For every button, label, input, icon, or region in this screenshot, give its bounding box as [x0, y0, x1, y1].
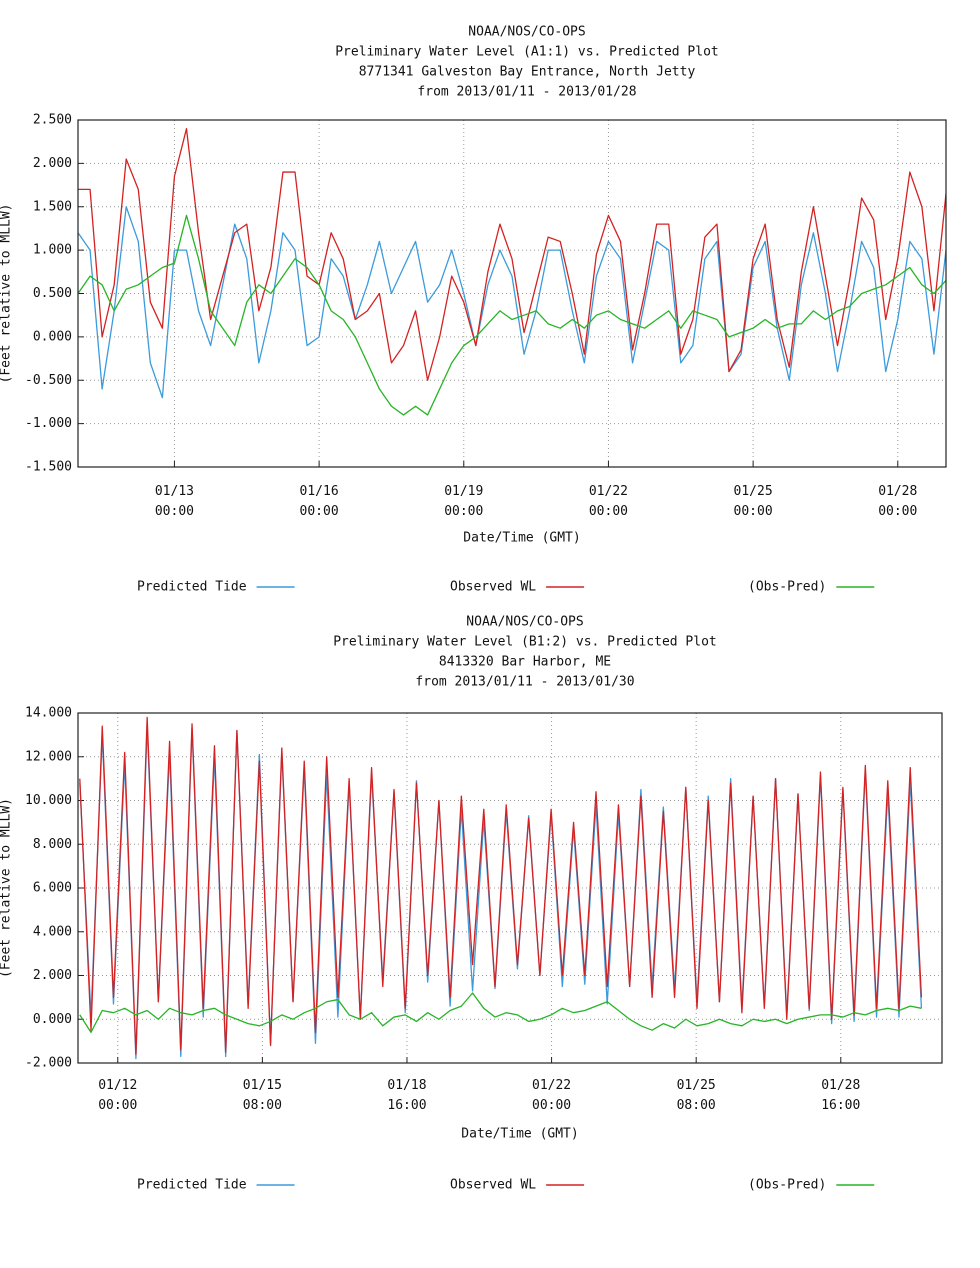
x-tick-label: 01/16 00:00 [300, 484, 339, 519]
y-tick-label: 6.000 [33, 881, 72, 896]
y-tick-label: 12.000 [25, 749, 72, 764]
y-tick-label: 1.000 [33, 243, 72, 258]
y-tick-label: 0.500 [33, 286, 72, 301]
legend-label: Predicted Tide [137, 580, 247, 595]
x-tick-label: 01/28 00:00 [878, 484, 917, 519]
y-tick-label: 0.000 [33, 329, 72, 344]
chart-subtitle: 8771341 Galveston Bay Entrance, North Je… [359, 65, 696, 80]
x-tick-label: 01/15 08:00 [243, 1078, 282, 1113]
y-tick-label: -2.000 [25, 1056, 72, 1071]
x-tick-label: 01/22 00:00 [589, 484, 628, 519]
series-line [78, 214, 946, 416]
series-line [78, 206, 946, 399]
y-tick-label: 4.000 [33, 924, 72, 939]
chart-subtitle: 8413320 Bar Harbor, ME [439, 655, 611, 670]
y-tick-label: 1.500 [33, 199, 72, 214]
x-tick-label: 01/19 00:00 [444, 484, 483, 519]
y-tick-label: 14.000 [25, 706, 72, 721]
y-tick-label: -1.000 [25, 416, 72, 431]
legend-label: Predicted Tide [137, 1178, 247, 1193]
chart-subtitle: from 2013/01/11 - 2013/01/28 [417, 85, 636, 100]
x-tick-label: 01/22 00:00 [532, 1078, 571, 1113]
x-tick-label: 01/12 00:00 [98, 1078, 137, 1113]
plot-area [78, 128, 946, 416]
series-line [79, 716, 923, 1055]
plot-frame [77, 712, 943, 1064]
chart-subtitle: from 2013/01/11 - 2013/01/30 [415, 675, 634, 690]
y-tick-label: 2.000 [33, 156, 72, 171]
y-tick-label: 10.000 [25, 793, 72, 808]
legend-label: Observed WL [450, 580, 536, 595]
legend-label: (Obs-Pred) [748, 580, 826, 595]
plot-frame [77, 119, 947, 468]
x-tick-label: 01/18 16:00 [387, 1078, 426, 1113]
y-tick-label: 2.000 [33, 968, 72, 983]
y-axis-label: (Feet relative to MLLW) [0, 798, 14, 978]
x-axis-label: Date/Time (GMT) [461, 1127, 578, 1142]
y-tick-label: 2.500 [33, 113, 72, 128]
series-line [79, 992, 922, 1034]
x-tick-label: 01/13 00:00 [155, 484, 194, 519]
chart-subtitle: Preliminary Water Level (B1:2) vs. Predi… [333, 635, 717, 650]
x-tick-label: 01/28 16:00 [821, 1078, 860, 1113]
y-tick-label: 8.000 [33, 837, 72, 852]
x-axis-label: Date/Time (GMT) [463, 531, 580, 546]
legend-label: Observed WL [450, 1178, 536, 1193]
chart-title: NOAA/NOS/CO-OPS [466, 615, 583, 630]
y-tick-label: -1.500 [25, 460, 72, 475]
x-tick-label: 01/25 00:00 [734, 484, 773, 519]
series-line [78, 128, 946, 381]
y-axis-label: (Feet relative to MLLW) [0, 203, 14, 383]
plot-area [79, 716, 923, 1060]
x-tick-label: 01/25 08:00 [677, 1078, 716, 1113]
legend-label: (Obs-Pred) [748, 1178, 826, 1193]
chart-title: NOAA/NOS/CO-OPS [468, 25, 585, 40]
y-tick-label: -0.500 [25, 373, 72, 388]
y-tick-label: 0.000 [33, 1012, 72, 1027]
chart-subtitle: Preliminary Water Level (A1:1) vs. Predi… [335, 45, 719, 60]
